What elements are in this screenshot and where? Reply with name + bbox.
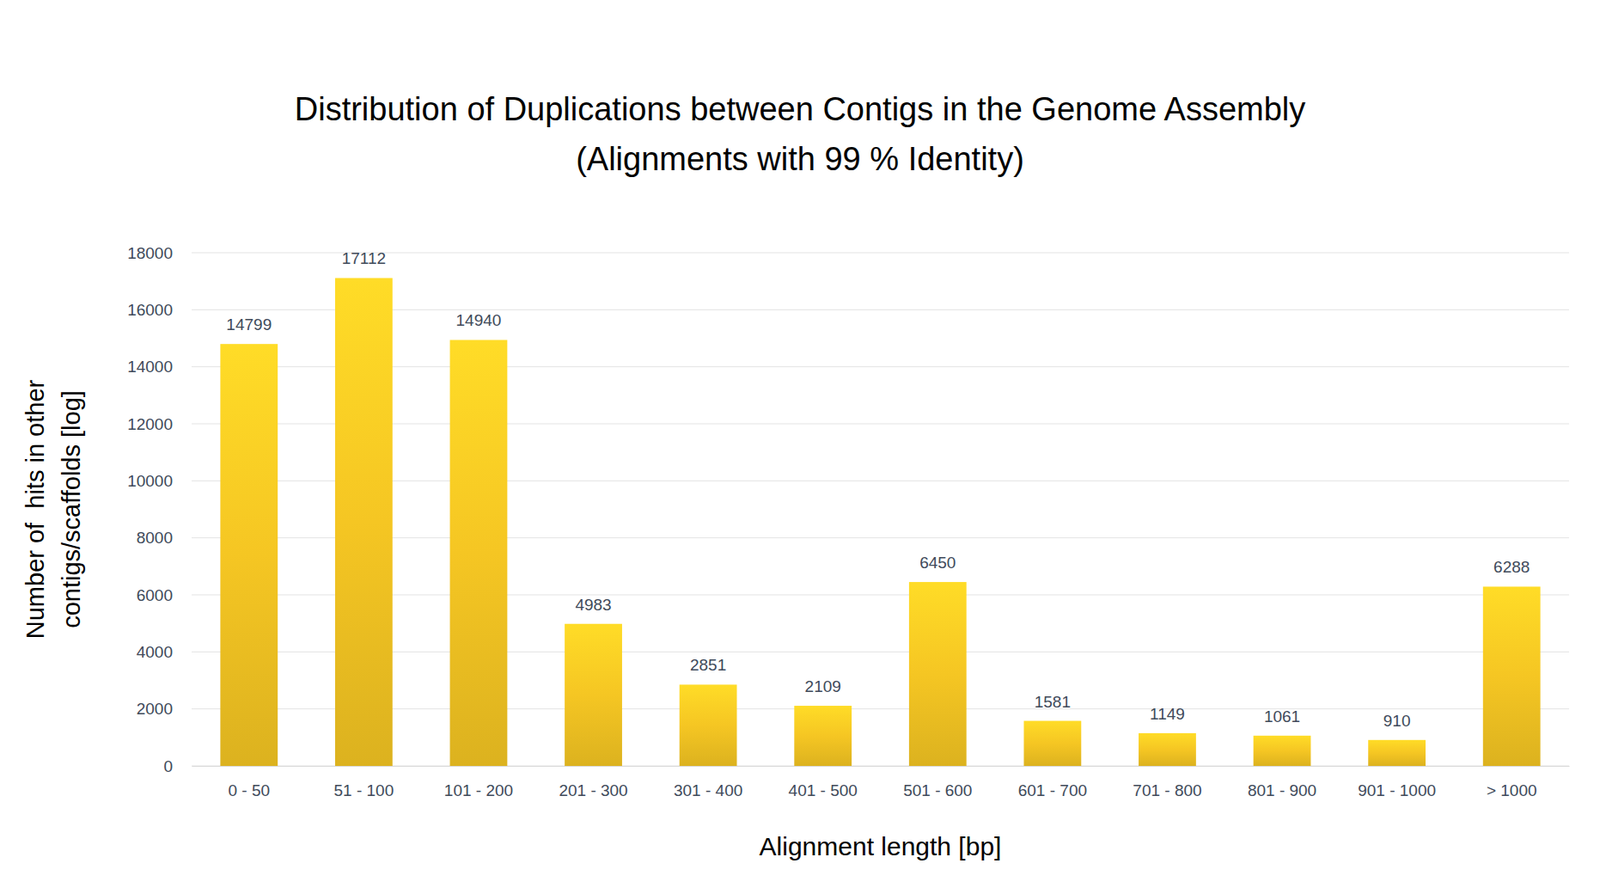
grid-line	[191, 252, 1570, 254]
grid-line	[191, 651, 1570, 653]
y-tick: 0	[163, 757, 192, 776]
y-tick-label: 14000	[127, 357, 173, 376]
x-tick: 301 - 400	[673, 765, 743, 800]
x-axis-title: Alignment length [bp]	[759, 831, 1002, 861]
grid-line	[191, 537, 1570, 538]
x-tick-label: 401 - 500	[788, 781, 858, 800]
bar	[335, 277, 393, 766]
y-tick: 10000	[127, 471, 192, 490]
x-tick: 0 - 50	[227, 765, 270, 800]
x-tick: 201 - 300	[558, 765, 628, 800]
x-tick: 101 - 200	[444, 765, 513, 800]
x-tick: 401 - 500	[788, 765, 858, 800]
grid-line	[191, 594, 1570, 596]
y-axis-line	[191, 253, 193, 767]
grid-line	[191, 423, 1570, 425]
data-label: 2851	[690, 655, 727, 674]
bar	[679, 683, 738, 766]
x-tick-label: 701 - 800	[1132, 781, 1202, 800]
x-tick-label: 201 - 300	[558, 781, 628, 800]
y-axis-title-line: Number of hits in other	[21, 378, 49, 639]
data-label: 14940	[456, 311, 502, 330]
bars	[219, 277, 1540, 766]
y-tick: 12000	[127, 415, 192, 434]
y-tick-label: 10000	[127, 471, 173, 490]
x-tick-label: 601 - 700	[1018, 781, 1088, 800]
grid-line	[191, 366, 1570, 367]
grid-line	[191, 309, 1570, 311]
title: Distribution of Duplications between Con…	[294, 91, 1307, 128]
data-label: 6288	[1493, 557, 1530, 576]
x-tick-label: 51 - 100	[334, 781, 395, 800]
y-tick: 6000	[136, 586, 192, 605]
y-axis-title-line: contigs/scaffolds [log]	[57, 390, 86, 629]
y-tick-label: 16000	[127, 300, 173, 319]
bar	[219, 343, 278, 766]
y-axis: 0 2000 4000 6000 8000 10000 12000 14000 16000 180…	[127, 244, 192, 776]
bar	[564, 623, 623, 766]
y-tick-label: 0	[163, 757, 173, 776]
x-tick-label: > 1000	[1486, 781, 1538, 800]
x-axis: 0 - 50 51 - 100 101 - 200 201 - 300 301 - 40…	[192, 765, 1570, 800]
x-tick-label: 0 - 50	[227, 781, 270, 800]
plot: 0 2000 4000 6000 8000 10000 12000 14000 16000 180…	[127, 244, 1570, 800]
x-tick: 901 - 1000	[1357, 765, 1436, 800]
y-tick: 8000	[136, 528, 192, 547]
grid-line	[191, 708, 1570, 709]
x-tick: 801 - 900	[1247, 765, 1317, 800]
bar	[1138, 732, 1197, 766]
x-tick-label: 101 - 200	[444, 781, 513, 800]
x-tick: > 1000	[1486, 765, 1538, 800]
data-label: 1581	[1034, 692, 1071, 711]
bar	[1253, 735, 1312, 766]
grid-line	[191, 765, 1570, 767]
x-tick: 701 - 800	[1132, 765, 1202, 800]
data-labels: 14799 17112 14940 4983 2851 2109 6450 1581 1149 1…	[225, 249, 1530, 729]
data-label: 910	[1383, 711, 1411, 730]
grid-line	[191, 480, 1570, 482]
subtitle: (Alignments with 99 % Identity)	[575, 140, 1025, 178]
y-tick: 18000	[127, 244, 192, 263]
y-tick: 14000	[127, 357, 192, 376]
data-label: 1061	[1264, 707, 1301, 726]
x-tick-label: 301 - 400	[673, 781, 743, 800]
data-label: 1149	[1149, 704, 1185, 723]
y-tick: 16000	[127, 300, 192, 319]
bar	[1483, 586, 1541, 766]
data-label: 2109	[805, 677, 842, 696]
y-tick-label: 6000	[136, 586, 173, 605]
y-axis-title: Number of hits in other contigs/scaffolds…	[21, 378, 86, 639]
grid	[191, 252, 1570, 766]
y-tick: 4000	[136, 642, 192, 661]
x-tick-label: 901 - 1000	[1357, 781, 1436, 800]
y-tick-label: 18000	[127, 244, 173, 263]
x-tick: 501 - 600	[903, 765, 972, 800]
y-tick: 2000	[136, 699, 192, 718]
bar	[450, 339, 508, 766]
x-tick: 51 - 100	[334, 765, 395, 800]
x-tick-label: 801 - 900	[1247, 781, 1317, 800]
bar	[909, 581, 967, 766]
data-label: 6450	[919, 553, 956, 572]
x-tick: 601 - 700	[1018, 765, 1088, 800]
data-label: 17112	[341, 249, 386, 268]
y-tick-label: 2000	[136, 699, 173, 718]
x-tick-label: 501 - 600	[903, 781, 972, 800]
bar	[1023, 720, 1081, 766]
y-tick-label: 12000	[127, 415, 173, 434]
y-tick-label: 4000	[136, 642, 173, 661]
data-label: 14799	[225, 315, 272, 334]
x-axis-line	[192, 765, 1570, 767]
chart: 0 2000 4000 6000 8000 10000 12000 14000 16000 180…	[0, 0, 1600, 894]
y-tick-label: 8000	[136, 528, 173, 547]
bar	[793, 705, 852, 766]
data-label: 4983	[574, 595, 611, 614]
bar	[1367, 739, 1426, 766]
